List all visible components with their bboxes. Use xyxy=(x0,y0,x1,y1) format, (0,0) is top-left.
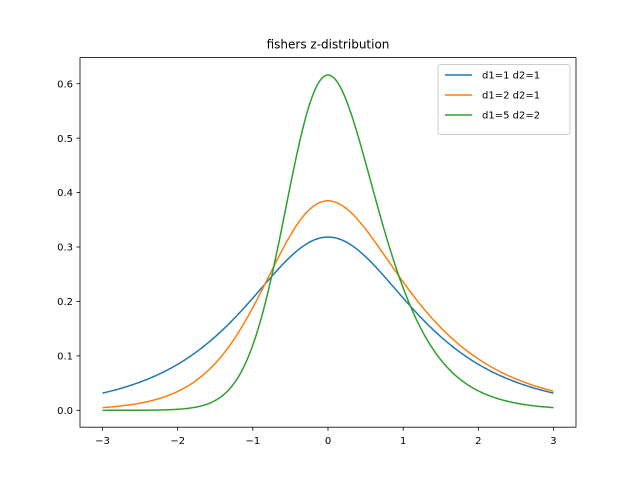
x-tick-label: 1 xyxy=(400,436,406,447)
legend: d1=1 d2=1 d1=2 d2=1 d1=5 d2=2 xyxy=(437,64,571,135)
legend-box xyxy=(437,64,571,135)
y-tick-label: 0.5 xyxy=(57,134,73,145)
y-tick-label: 0.2 xyxy=(57,297,73,308)
x-tick-label: −3 xyxy=(95,436,110,447)
y-tick-label: 0.1 xyxy=(57,351,73,362)
series-line-2 xyxy=(102,200,554,409)
series-line-1 xyxy=(102,236,554,394)
y-tick-label: 0.0 xyxy=(57,406,73,417)
y-tick-label: 0.3 xyxy=(57,243,73,254)
legend-label-2: d1=2 d2=1 xyxy=(482,91,540,102)
legend-label-3: d1=5 d2=2 xyxy=(482,111,540,122)
x-tick-label: 0 xyxy=(325,436,331,447)
x-tick-label: 2 xyxy=(475,436,481,447)
y-tick-label: 0.4 xyxy=(57,188,73,199)
x-tick-label: 3 xyxy=(550,436,556,447)
x-tick-label: −2 xyxy=(170,436,185,447)
plot-area: −3 −2 −1 0 1 2 3 0.0 0.1 0.2 0.3 0.4 0.5 0.6 d1=1 d2=1… xyxy=(57,57,577,447)
x-tick-label: −1 xyxy=(245,436,260,447)
chart-title: fishers z-distribution xyxy=(267,38,390,52)
series-line-3 xyxy=(102,74,554,412)
legend-label-1: d1=1 d2=1 xyxy=(482,71,540,82)
y-tick-label: 0.6 xyxy=(57,79,73,90)
